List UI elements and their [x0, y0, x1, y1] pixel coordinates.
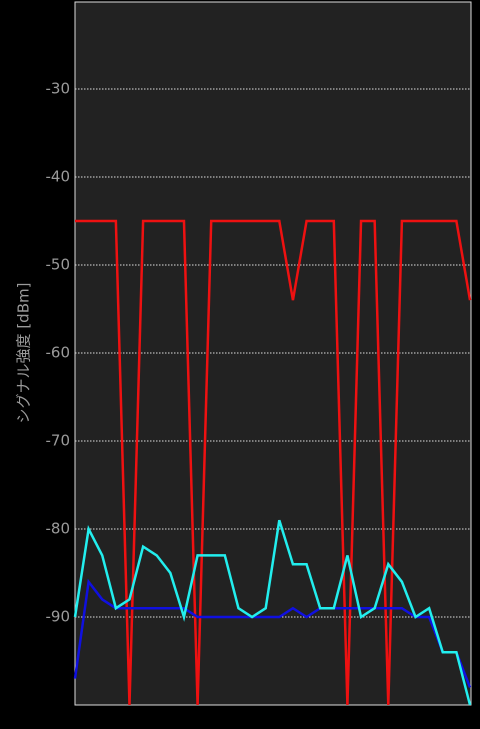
y-tick-label: -60: [46, 344, 71, 362]
y-tick-label: -70: [46, 432, 71, 450]
y-tick-label: -80: [46, 520, 71, 538]
y-axis-label: シグナル強度 [dBm]: [15, 283, 33, 424]
y-tick-label: -30: [46, 80, 71, 98]
data-line: [75, 219, 472, 706]
y-tick-label: -50: [46, 256, 71, 274]
y-tick-label: -40: [46, 168, 71, 186]
data-line: [73, 519, 472, 706]
y-tick-label: -90: [46, 608, 71, 626]
data-line: [73, 578, 472, 688]
